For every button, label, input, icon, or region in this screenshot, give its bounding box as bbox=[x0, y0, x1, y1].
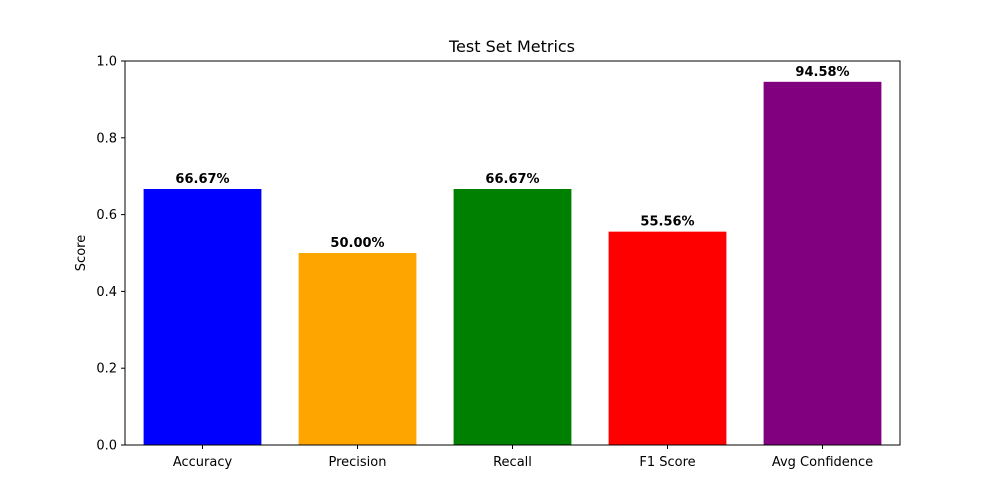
y-tick-label-5: 1.0 bbox=[96, 55, 117, 70]
y-axis-ticks: 0.0 0.2 0.4 0.6 0.8 1.0 bbox=[96, 55, 125, 454]
bar-2 bbox=[453, 188, 572, 446]
x-tick-label-2: Recall bbox=[493, 455, 532, 470]
bars-group bbox=[143, 81, 882, 446]
x-axis-ticks: Accuracy Precision Recall F1 Score Avg Confi… bbox=[173, 445, 873, 470]
x-tick-label-1: Precision bbox=[328, 455, 386, 470]
x-tick-label-0: Accuracy bbox=[173, 455, 233, 470]
y-axis-label: Score bbox=[74, 235, 89, 271]
bar-4 bbox=[763, 81, 882, 445]
x-tick-label-4: Avg Confidence bbox=[772, 455, 873, 470]
chart-title: Test Set Metrics bbox=[448, 37, 575, 56]
y-tick-label-2: 0.4 bbox=[96, 285, 117, 300]
data-label-3: 55.56% bbox=[640, 215, 694, 230]
y-tick-label-4: 0.8 bbox=[96, 131, 117, 146]
x-tick-label-3: F1 Score bbox=[639, 455, 695, 470]
y-tick-label-0: 0.0 bbox=[96, 439, 117, 454]
plot-frame bbox=[124, 60, 901, 446]
bar-0 bbox=[143, 188, 262, 446]
data-label-1: 50.00% bbox=[330, 236, 384, 251]
bar-1 bbox=[298, 253, 417, 445]
y-tick-label-3: 0.6 bbox=[96, 208, 117, 223]
bar-3 bbox=[608, 231, 727, 445]
data-label-0: 66.67% bbox=[175, 172, 229, 187]
y-tick-label-1: 0.2 bbox=[96, 362, 117, 377]
data-label-4: 94.58% bbox=[795, 65, 849, 80]
data-labels-group: 66.67% 50.00% 66.67% 55.56% 94.58% bbox=[175, 65, 849, 251]
data-label-2: 66.67% bbox=[485, 172, 539, 187]
